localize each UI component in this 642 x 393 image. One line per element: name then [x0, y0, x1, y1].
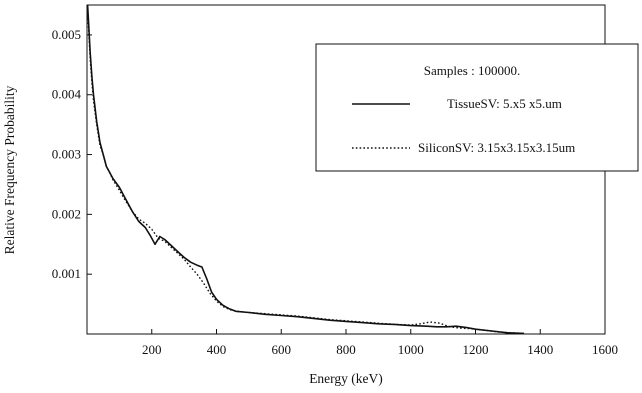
y-tick-label: 0.005 — [52, 27, 81, 42]
x-tick-label: 600 — [272, 342, 292, 357]
legend: Samples : 100000. TissueSV: 5.x5 x5.um S… — [315, 43, 639, 172]
legend-entry-silicon: SiliconSV: 3.15x3.15x3.15um — [418, 140, 575, 155]
silicon-series-line — [86, 10, 525, 335]
x-tick-label: 1200 — [463, 342, 489, 357]
y-tick-label: 0.001 — [52, 266, 81, 281]
series-layer — [86, 4, 525, 335]
y-tick-label: 0.003 — [52, 147, 81, 162]
legend-box — [315, 43, 639, 172]
x-tick-label: 1400 — [527, 342, 553, 357]
x-tick-label: 1000 — [398, 342, 424, 357]
legend-entry-tissue: TissueSV: 5.x5 x5.um — [447, 96, 562, 111]
x-tick-label: 200 — [142, 342, 162, 357]
legend-title: Samples : 100000. — [424, 63, 520, 78]
ticks-layer: 200 400 600 800 1000 1200 1400 1600 0.001 0.002 0.… — [52, 27, 618, 357]
x-tick-label: 800 — [336, 342, 356, 357]
y-tick-label: 0.002 — [52, 206, 81, 221]
y-axis-title: Relative Frequency Probability — [2, 85, 17, 254]
x-tick-label: 1600 — [592, 342, 618, 357]
x-axis-title: Energy (keV) — [309, 371, 383, 386]
x-tick-label: 400 — [207, 342, 227, 357]
y-tick-label: 0.004 — [52, 87, 82, 102]
